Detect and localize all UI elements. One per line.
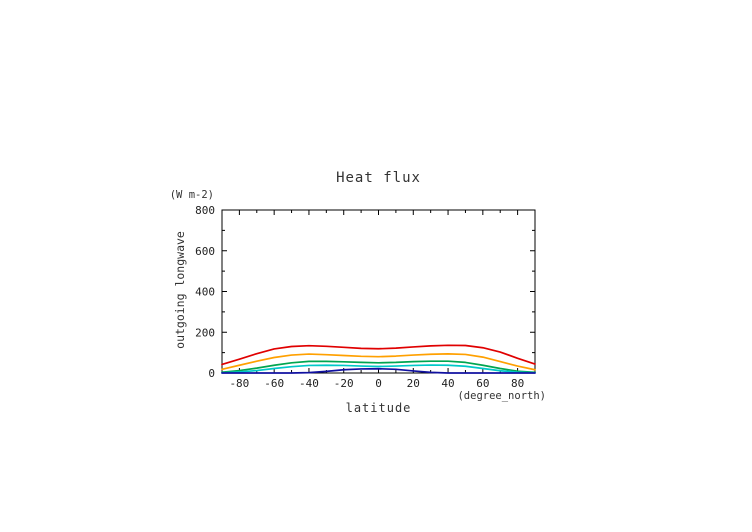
cyan-series <box>221 364 536 374</box>
y-tick-label: 800 <box>195 204 215 217</box>
x-tick-label: 40 <box>441 377 454 390</box>
red-series <box>221 344 536 366</box>
green-series <box>221 360 536 374</box>
y-axis-unit-label: (W m-2) <box>169 189 214 201</box>
x-tick-label: 0 <box>375 377 382 390</box>
x-tick-label: 60 <box>476 377 489 390</box>
orange-series <box>221 352 536 371</box>
x-axis-label: latitude <box>345 401 412 415</box>
x-tick-label: -80 <box>229 377 249 390</box>
chart-title: Heat flux <box>336 170 421 186</box>
y-tick-label: 600 <box>195 245 215 258</box>
x-tick-label: 20 <box>407 377 420 390</box>
y-tick-label: 400 <box>195 286 215 299</box>
y-tick-label: 200 <box>195 326 215 339</box>
blue-series <box>221 367 536 374</box>
x-axis-unit-label: (degree_north) <box>457 390 546 402</box>
x-tick-label: -40 <box>299 377 319 390</box>
x-tick-label: 80 <box>511 377 524 390</box>
x-tick-label: -60 <box>264 377 284 390</box>
y-tick-label: 0 <box>208 367 215 380</box>
x-tick-label: -20 <box>334 377 354 390</box>
